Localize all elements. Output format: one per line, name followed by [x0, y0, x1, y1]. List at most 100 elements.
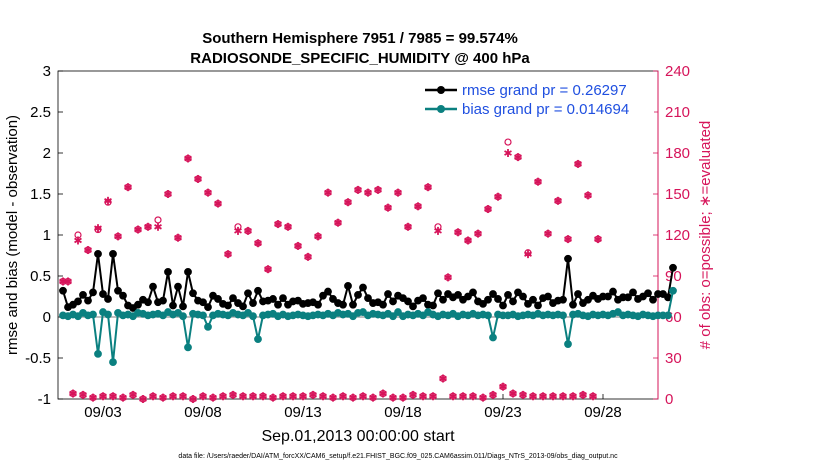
- obs-evaluated-marker: [379, 389, 387, 398]
- obs-evaluated-marker: [314, 232, 322, 241]
- rmse-point: [279, 294, 287, 303]
- x-tick-label: 09/08: [184, 404, 222, 421]
- rmse-point: [649, 295, 657, 304]
- y-tick-label: 2: [43, 145, 51, 162]
- rmse-point: [134, 300, 142, 309]
- rmse-point: [274, 300, 282, 309]
- rmse-point: [109, 249, 117, 258]
- rmse-point: [199, 298, 207, 307]
- bias-point: [664, 311, 672, 320]
- y-tick-label: 2.5: [30, 104, 51, 121]
- obs-evaluated-marker: [114, 232, 122, 241]
- rmse-point: [609, 287, 617, 296]
- legend-marker: [437, 86, 445, 94]
- rmse-point: [509, 297, 517, 306]
- bias-point: [109, 358, 117, 367]
- obs-evaluated-marker: [179, 392, 187, 401]
- bias-point: [669, 286, 677, 295]
- obs-evaluated-marker: [399, 393, 407, 402]
- obs-evaluated-marker: [129, 390, 137, 399]
- obs-evaluated-marker: [269, 393, 277, 402]
- obs-evaluated-marker: [159, 393, 167, 402]
- obs-evaluated-marker: [74, 236, 82, 245]
- obs-evaluated-marker: [229, 390, 237, 399]
- rmse-point: [499, 301, 507, 310]
- obs-evaluated-marker: [544, 229, 552, 238]
- obs-evaluated-marker: [589, 392, 597, 401]
- obs-evaluated-marker: [174, 233, 182, 242]
- rmse-point: [604, 292, 612, 301]
- obs-evaluated-marker: [499, 382, 507, 391]
- bias-point: [89, 310, 97, 319]
- chart-subtitle: RADIOSONDE_SPECIFIC_HUMIDITY @ 400 hPa: [190, 50, 530, 67]
- obs-evaluated-marker: [334, 218, 342, 227]
- obs-evaluated-marker: [224, 250, 232, 259]
- x-tick-label: 09/18: [384, 404, 422, 421]
- rmse-point: [74, 297, 82, 306]
- rmse-point: [434, 289, 442, 298]
- y-right-tick-label: 150: [665, 186, 690, 203]
- bias-point: [184, 343, 192, 352]
- obs-evaluated-marker: [459, 392, 467, 401]
- obs-evaluated-marker: [209, 393, 217, 402]
- rmse-point: [244, 289, 252, 298]
- obs-possible-marker: [504, 138, 512, 146]
- obs-evaluated-marker: [284, 222, 292, 231]
- obs-evaluated-marker: [469, 392, 477, 401]
- rmse-point: [524, 299, 532, 308]
- bias-point: [199, 311, 207, 320]
- obs-evaluated-marker: [529, 392, 537, 401]
- obs-evaluated-marker: [574, 159, 582, 168]
- obs-evaluated-marker: [384, 203, 392, 212]
- rmse-point: [189, 289, 197, 298]
- rmse-point: [544, 292, 552, 301]
- y-right-tick-label: 90: [665, 268, 682, 285]
- obs-evaluated-marker: [219, 392, 227, 401]
- obs-evaluated-marker: [94, 224, 102, 233]
- rmse-point: [229, 294, 237, 303]
- obs-evaluated-marker: [404, 222, 412, 231]
- rmse-point: [429, 301, 437, 310]
- rmse-point: [519, 292, 527, 301]
- rmse-point: [164, 268, 172, 276]
- obs-evaluated-marker: [504, 149, 512, 157]
- y-right-tick-label: 210: [665, 104, 690, 121]
- obs-evaluated-marker: [349, 393, 357, 402]
- y-axis-label: rmse and bias (model - observation): [4, 115, 21, 355]
- rmse-point: [624, 293, 632, 302]
- obs-evaluated-marker: [294, 241, 302, 250]
- obs-evaluated-marker: [189, 395, 197, 403]
- obs-evaluated-marker: [109, 392, 117, 401]
- obs-evaluated-marker: [149, 392, 157, 401]
- rmse-point: [559, 295, 567, 304]
- rmse-point: [384, 290, 392, 298]
- obs-evaluated-marker: [134, 225, 142, 234]
- obs-evaluated-marker: [374, 185, 382, 194]
- obs-evaluated-marker: [169, 392, 177, 401]
- rmse-point: [489, 290, 497, 298]
- obs-evaluated-marker: [319, 392, 327, 401]
- y-right-tick-label: 180: [665, 145, 690, 162]
- obs-evaluated-marker: [474, 229, 482, 238]
- obs-evaluated-marker: [69, 389, 77, 398]
- rmse-point: [99, 290, 107, 298]
- rmse-point: [469, 288, 477, 297]
- rmse-point: [59, 286, 67, 295]
- obs-evaluated-marker: [104, 196, 112, 205]
- y-right-tick-label: 0: [665, 391, 673, 408]
- rmse-point: [254, 286, 262, 295]
- y-right-tick-label: 30: [665, 350, 682, 367]
- rmse-point: [584, 295, 592, 304]
- bias-point: [94, 350, 102, 358]
- rmse-point: [564, 254, 572, 263]
- obs-evaluated-marker: [359, 392, 367, 401]
- rmse-point: [359, 283, 367, 292]
- bias-point: [104, 310, 112, 319]
- bias-point: [394, 308, 402, 316]
- obs-evaluated-marker: [214, 199, 222, 208]
- obs-evaluated-marker: [424, 183, 432, 192]
- obs-evaluated-marker: [84, 246, 92, 255]
- rmse-point: [409, 302, 417, 311]
- obs-evaluated-marker: [124, 183, 132, 192]
